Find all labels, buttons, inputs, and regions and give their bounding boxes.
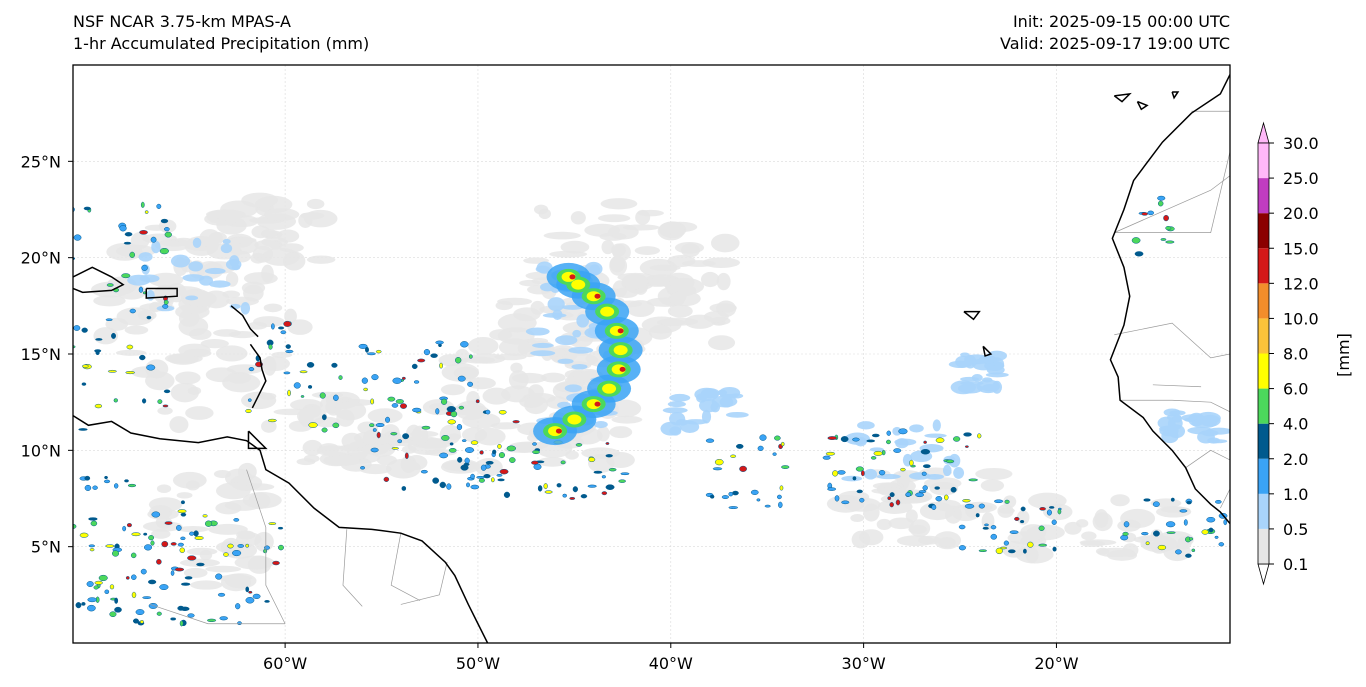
colorbar-segment — [1258, 354, 1269, 389]
colorbar-segment — [1258, 318, 1269, 353]
colorbar-tick-label: 30.0 — [1283, 134, 1319, 153]
colorbar-tick-label: 12.0 — [1283, 274, 1319, 293]
colorbar-tick-label: 0.1 — [1283, 555, 1308, 574]
colorbar-segment — [1258, 178, 1269, 213]
colorbar-tick-label: 2.0 — [1283, 450, 1308, 469]
colorbar-tick-label: 20.0 — [1283, 204, 1319, 223]
colorbar-segment — [1258, 494, 1269, 529]
colorbar-tick-label: 10.0 — [1283, 309, 1319, 328]
colorbar-extend-low — [1258, 564, 1269, 584]
colorbar-segment — [1258, 248, 1269, 283]
colorbar-unit-label: [mm] — [1334, 333, 1353, 377]
colorbar-tick-label: 0.5 — [1283, 520, 1308, 539]
colorbar-segment — [1258, 143, 1269, 178]
colorbar-segment — [1258, 424, 1269, 459]
colorbar-segments — [1258, 123, 1269, 584]
colorbar-ticks: 0.1 0.5 1.0 2.0 4.0 6.0 8.0 10.0 12.0 15.0 20.0 25.… — [1269, 134, 1319, 574]
colorbar-segment — [1258, 529, 1269, 564]
colorbar-tick-label: 1.0 — [1283, 485, 1308, 504]
colorbar-segment — [1258, 283, 1269, 318]
colorbar-segment — [1258, 213, 1269, 248]
colorbar-tick-label: 8.0 — [1283, 345, 1308, 364]
colorbar-tick-label: 25.0 — [1283, 169, 1319, 188]
colorbar-tick-label: 6.0 — [1283, 380, 1308, 399]
colorbar-tick-label: 15.0 — [1283, 239, 1319, 258]
colorbar-tick-label: 4.0 — [1283, 415, 1308, 434]
colorbar-extend-high — [1258, 123, 1269, 143]
colorbar-segment — [1258, 389, 1269, 424]
colorbar-segment — [1258, 459, 1269, 494]
